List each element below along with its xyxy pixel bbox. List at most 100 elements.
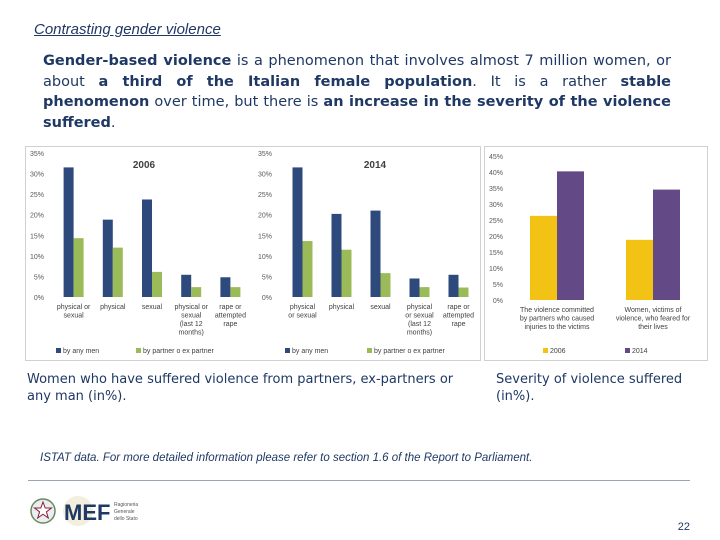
category-label: or sexual: [405, 313, 434, 320]
category-label: sexual: [370, 304, 391, 311]
category-label: or sexual: [288, 313, 317, 320]
chart-title: 2014: [364, 160, 387, 171]
y-tick-label: 10%: [30, 254, 44, 261]
bar-by-any-men: [370, 210, 381, 297]
bar-by-partner-o-ex-partner: [341, 249, 352, 297]
page-number: 22: [677, 521, 690, 533]
legend-label: by partner o ex partner: [374, 348, 445, 355]
bar-by-any-men: [142, 199, 152, 297]
y-tick-label: 10%: [489, 266, 503, 273]
category-label: attempted: [443, 313, 474, 320]
legend-swatch: [367, 348, 372, 353]
category-label: months): [407, 330, 432, 337]
bar-by-any-men: [63, 167, 74, 297]
category-label: physical or: [174, 304, 208, 311]
bar-2014: [557, 171, 584, 300]
y-tick-label: 20%: [489, 234, 503, 241]
category-label: sexual: [181, 313, 202, 320]
violence-by-perpetrator-charts: 0% 5% 10% 15% 20% 25% 30% 35% 2006 physical or sex…: [30, 151, 474, 355]
y-tick-label: 15%: [258, 233, 272, 240]
page-title: Contrasting gender violence: [34, 21, 221, 38]
bar-by-any-men: [292, 167, 303, 297]
category-label: physical: [290, 304, 316, 311]
bar-2006: [530, 215, 557, 300]
category-label: sexual: [63, 313, 84, 320]
intro-text-4: .: [110, 114, 116, 131]
intro-bold-3: stable phenomenon: [43, 73, 671, 111]
y-tick-label: 20%: [30, 213, 44, 220]
intro-bold-1: Gender-based violence: [43, 53, 232, 69]
bar-by-any-men: [409, 278, 420, 297]
y-tick-label: 15%: [30, 233, 44, 240]
bar-by-any-men: [181, 274, 192, 297]
category-label: Women, victims of: [624, 307, 681, 314]
y-tick-label: 20%: [258, 213, 272, 220]
intro-text-3: over time, but there is: [149, 94, 324, 110]
intro-bold-4: an increase in the severity of the viole…: [43, 94, 671, 131]
category-label: their lives: [638, 324, 668, 331]
y-tick-label: 10%: [258, 254, 272, 261]
bar-by-partner-o-ex-partner: [302, 241, 313, 297]
bar-by-partner-o-ex-partner: [73, 238, 84, 297]
category-label: physical: [407, 304, 433, 311]
category-label: months): [179, 330, 204, 337]
intro-bold-2: a third of the Italian female population: [98, 73, 473, 90]
chart-2014: 0% 5% 10% 15% 20% 25% 30% 35% 2014 physical or sex…: [258, 151, 474, 355]
y-tick-label: 0%: [34, 295, 44, 302]
y-tick-label: 25%: [258, 192, 272, 199]
bar-2014: [653, 189, 680, 300]
chart-title: 2006: [133, 160, 156, 171]
bar-by-partner-o-ex-partner: [380, 273, 391, 297]
intro-text-2: . It is a rather: [472, 73, 621, 90]
category-label: rape or: [219, 304, 242, 311]
bar-2006: [626, 239, 653, 300]
legend-label: 2014: [632, 348, 648, 355]
legend-swatch: [625, 348, 630, 353]
y-tick-label: 45%: [489, 154, 503, 161]
y-tick-label: 5%: [262, 274, 272, 281]
y-tick-label: 35%: [30, 151, 44, 158]
y-tick-label: 15%: [489, 250, 503, 257]
y-tick-label: 30%: [489, 202, 503, 209]
bar-by-any-men: [448, 274, 459, 297]
bar-by-partner-o-ex-partner: [152, 271, 162, 297]
chart-2006: 0% 5% 10% 15% 20% 25% 30% 35% 2006 physical or sex…: [30, 151, 246, 355]
left-chart-panel: 0% 5% 10% 15% 20% 25% 30% 35% 2006 physical or sex…: [25, 146, 481, 361]
category-label: injuries to the victims: [525, 324, 590, 331]
y-tick-label: 0%: [262, 295, 272, 302]
y-tick-label: 25%: [489, 218, 503, 225]
y-tick-label: 0%: [493, 298, 503, 305]
category-label: rape: [223, 321, 237, 328]
bar-by-partner-o-ex-partner: [112, 247, 123, 297]
y-tick-label: 5%: [493, 282, 503, 289]
y-tick-label: 30%: [258, 172, 272, 179]
bar-by-any-men: [102, 219, 113, 297]
bar-by-partner-o-ex-partner: [191, 287, 202, 297]
y-tick-label: 35%: [258, 151, 272, 158]
intro-paragraph: Gender-based violence is a phenomenon th…: [43, 51, 671, 133]
legend-label: by any men: [292, 348, 328, 355]
category-label: rape or: [447, 304, 470, 311]
intro-text-1: is a phenomenon that involves almost 7 m…: [43, 53, 671, 90]
legend-label: by partner o ex partner: [143, 348, 214, 355]
category-label: violence, who feared for: [616, 316, 691, 323]
y-tick-label: 35%: [489, 186, 503, 193]
category-label: physical or: [57, 304, 91, 311]
category-label: physical: [329, 304, 355, 311]
category-label: The violence committed: [520, 307, 594, 314]
y-tick-label: 30%: [30, 172, 44, 179]
y-tick-label: 5%: [34, 274, 44, 281]
legend-label: by any men: [63, 348, 99, 355]
footer-divider: [28, 480, 690, 481]
legend-swatch: [543, 348, 548, 353]
logo-sub-1: Ragioneria: [114, 502, 138, 508]
legend-swatch: [56, 348, 61, 353]
bar-by-any-men: [220, 277, 231, 297]
category-label: (last 12: [180, 321, 203, 328]
bar-by-partner-o-ex-partner: [419, 287, 430, 297]
y-tick-label: 40%: [489, 170, 503, 177]
legend-swatch: [136, 348, 141, 353]
logo-sub-3: dello Stato: [114, 516, 138, 522]
category-label: rape: [451, 321, 465, 328]
category-label: (last 12: [408, 321, 431, 328]
